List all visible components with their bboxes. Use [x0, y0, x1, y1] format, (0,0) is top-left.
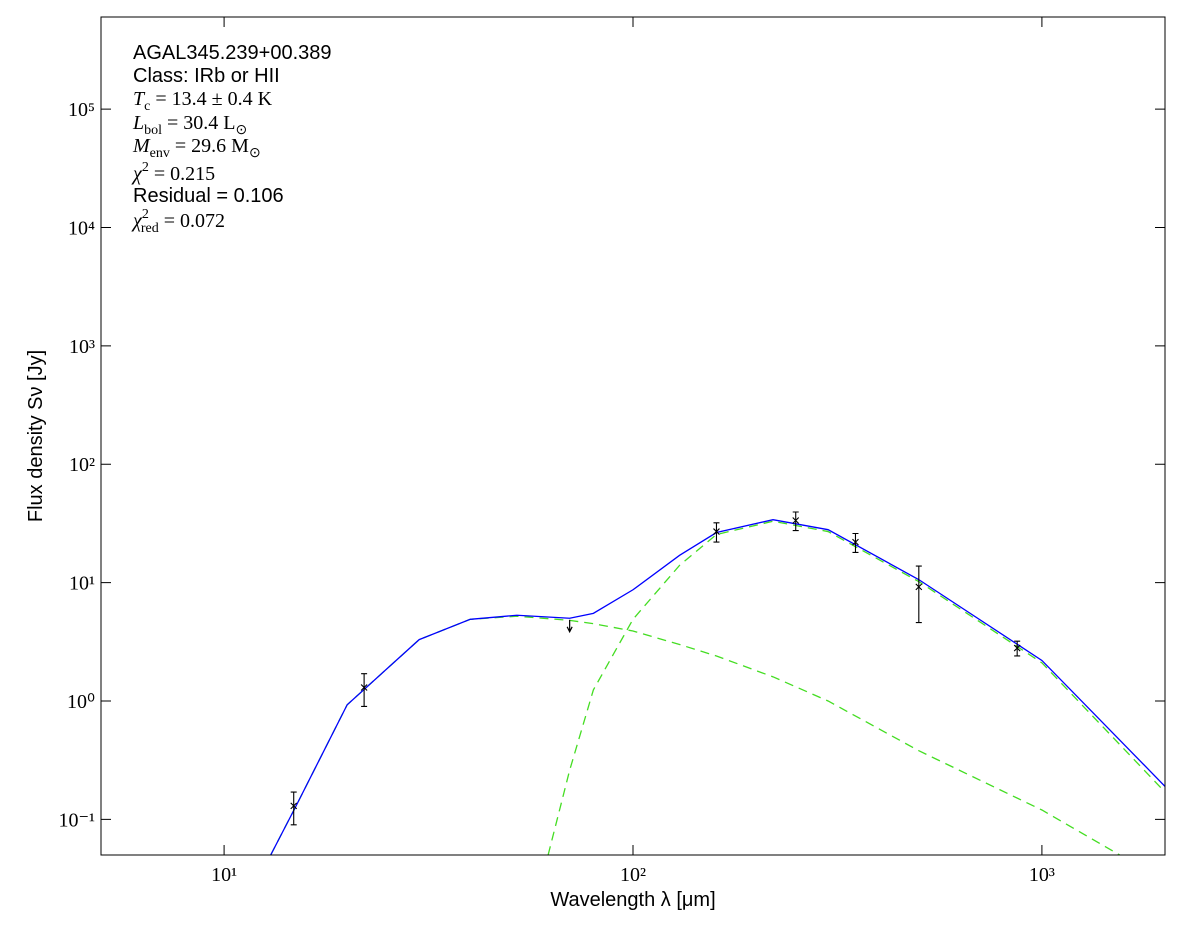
data-point: [713, 528, 720, 535]
data-point: [1013, 644, 1021, 652]
annotation: Menv = 29.6 M⊙: [132, 135, 261, 161]
annotation: AGAL345.239+00.389: [133, 42, 332, 64]
y-tick-label: 10³: [69, 336, 95, 358]
x-tick-label: 10²: [620, 864, 646, 886]
annotation-part: AGAL345.239+00.389: [133, 42, 332, 64]
error-bar: [915, 565, 922, 624]
error-bar: [290, 791, 297, 826]
model-component: [547, 520, 1165, 855]
annotation-part: 2: [142, 160, 149, 175]
annotation-part: = 29.6 M: [170, 135, 249, 157]
x-tick-label: 10³: [1029, 864, 1055, 886]
annotation-part: c: [144, 99, 150, 114]
annotation: Residual = 0.106: [133, 185, 284, 207]
y-tick-label: 10⁻¹: [58, 809, 95, 831]
data-point: [792, 517, 800, 524]
annotation-part: env: [150, 146, 170, 161]
annotation-part: Class: IRb or HII: [133, 65, 280, 87]
annotation-part: red: [141, 221, 159, 236]
upper-limit: [566, 619, 573, 634]
data-point: [290, 802, 298, 810]
y-tick-label: 10⁵: [68, 99, 95, 121]
error-bar: [792, 511, 799, 532]
annotation-part: bol: [144, 123, 162, 138]
annotation-part: T: [133, 88, 146, 110]
annotation: χ2 = 0.215: [131, 160, 215, 185]
annotation-part: = 13.4 ± 0.4 K: [150, 88, 272, 110]
y-tick-label: 10²: [69, 454, 95, 476]
annotation-part: = 0.072: [159, 210, 225, 232]
annotation: Class: IRb or HII: [133, 65, 280, 87]
annotation: Tc = 13.4 ± 0.4 K: [133, 88, 273, 114]
error-bar: [361, 673, 368, 707]
annotation-part: = 30.4 L: [162, 112, 236, 134]
data-point: [915, 583, 923, 591]
annotation-part: M: [132, 135, 151, 157]
annotation-part: ⊙: [249, 146, 261, 161]
annotation-part: Residual = 0.106: [133, 185, 284, 207]
annotation: χ2 red = 0.072: [131, 207, 225, 236]
error-bar: [713, 522, 720, 543]
data-point: [852, 538, 859, 546]
annotation-part: ⊙: [236, 123, 248, 138]
annotation-part: 2: [142, 207, 149, 222]
y-tick-label: 10⁰: [67, 691, 95, 713]
annotation-part: L: [132, 112, 144, 134]
annotation-part: χ: [131, 210, 143, 232]
error-bar: [852, 532, 859, 553]
y-axis-label: Flux density Sν [Jy]: [25, 350, 47, 522]
annotation-part: = 0.215: [149, 163, 215, 185]
plot-area: [270, 511, 1165, 855]
data-point: [360, 684, 368, 691]
y-tick-label: 10¹: [69, 573, 95, 595]
model-total: [270, 519, 1165, 855]
x-tick-label: 10¹: [211, 864, 237, 886]
annotation: Lbol = 30.4 L⊙: [132, 112, 247, 138]
annotation-part: χ: [131, 163, 143, 185]
x-axis-label: Wavelength λ [μm]: [550, 889, 715, 911]
y-tick-label: 10⁴: [68, 217, 95, 239]
